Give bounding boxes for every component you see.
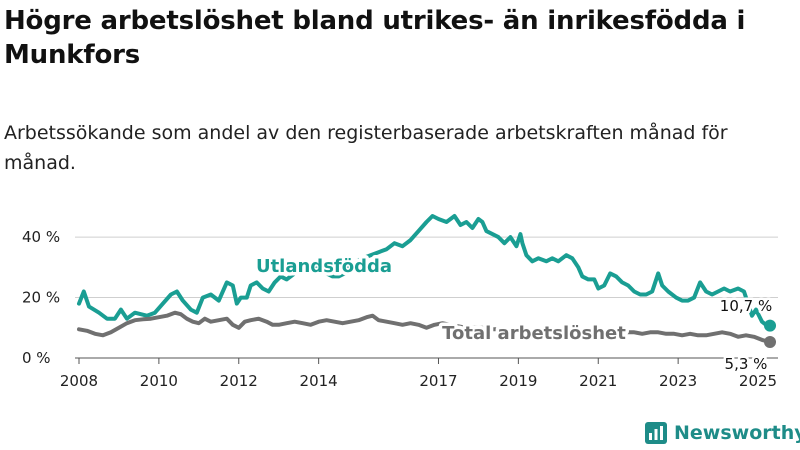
series-label-halo: Utlandsfödda [256,256,392,277]
x-tick-label: 2014 [300,372,338,390]
x-tick-label: 2017 [419,372,457,390]
chart-title: Högre arbetslöshet bland utrikes- än inr… [4,6,746,70]
chart-subtitle: Arbetssökande som andel av den registerb… [4,122,728,174]
series-label-halo: Total arbetslöshet [442,323,626,344]
brand-name: Newsworthy [674,422,800,444]
newsworthy-logo-icon [645,422,667,444]
x-axis: 2008 2010 2012 2014 2017 2019 2021 2023 2025 [60,358,777,390]
x-tick-label: 2023 [659,372,697,390]
x-tick-label: 2010 [140,372,178,390]
series-line-0 [77,214,772,328]
gridlines [75,236,778,359]
x-tick-label: 2025 [739,372,777,390]
end-value-label: 5,3 % [725,355,768,373]
series-end-dot-0 [764,319,777,332]
series-end-dot-1 [764,335,777,348]
end-value-halo: 5,3 % [725,355,768,373]
y-tick-label: 40 % [22,228,60,246]
series-lines [77,214,777,348]
y-tick-label: 20 % [22,289,60,307]
x-tick-label: 2019 [499,372,537,390]
newsworthy-logo: Newsworthy [644,420,800,446]
y-tick-label: 0 % [22,349,51,367]
series-label: Utlandsfödda [256,256,392,277]
end-value-halo: 10,7 % [720,297,772,315]
y-axis-ticks: 0 % 20 % 40 % [22,228,60,367]
x-tick-label: 2012 [220,372,258,390]
series-line-1 [77,310,772,344]
end-value-label: 10,7 % [720,297,772,315]
x-tick-label: 2008 [60,372,98,390]
x-tick-label: 2021 [579,372,617,390]
series-label: Total arbetslöshet [442,323,626,344]
